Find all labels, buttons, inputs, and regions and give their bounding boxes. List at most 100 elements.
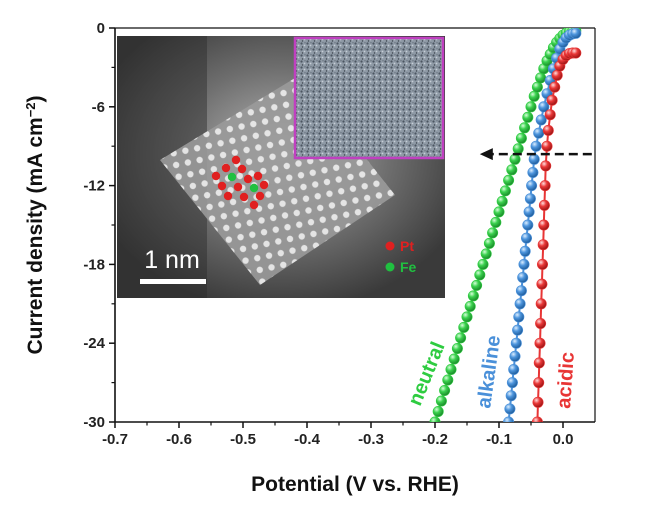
legend-fe-marker <box>385 262 395 272</box>
pt-atom <box>237 164 247 174</box>
y-tick-label: -6 <box>92 99 105 116</box>
x-tick-label: -0.7 <box>102 431 128 448</box>
x-axis-title: Potential (V vs. RHE) <box>251 473 459 496</box>
data-point-neutral <box>477 258 489 270</box>
series-label-acidic: acidic <box>553 351 579 409</box>
data-point-acidic <box>534 337 546 349</box>
data-point-alkaline <box>503 416 515 422</box>
pt-atom <box>255 191 265 201</box>
data-point-neutral <box>503 174 515 186</box>
data-point-acidic <box>570 47 582 59</box>
data-point-alkaline <box>509 350 521 362</box>
x-tick-label: -0.6 <box>166 431 192 448</box>
scale-bar <box>140 279 206 284</box>
data-point-acidic <box>532 396 544 408</box>
data-point-neutral <box>471 279 483 291</box>
data-point-alkaline <box>517 271 529 283</box>
pt-atom <box>221 163 231 173</box>
data-point-acidic <box>540 160 552 172</box>
pt-atom <box>211 171 221 181</box>
data-point-neutral <box>535 72 547 84</box>
pt-atom <box>253 171 263 181</box>
fe-atom <box>249 183 259 193</box>
pt-atom <box>233 182 243 192</box>
data-point-neutral <box>435 395 447 407</box>
y-tick-label: -12 <box>83 178 105 195</box>
data-point-alkaline <box>533 127 545 139</box>
pt-atom <box>243 174 253 184</box>
data-point-alkaline <box>513 311 525 323</box>
y-axis-title: Current density (mA cm−2) <box>23 95 47 354</box>
data-point-neutral <box>509 153 521 165</box>
data-point-acidic <box>533 377 545 389</box>
data-point-neutral <box>455 332 467 344</box>
x-tick-label: -0.1 <box>486 431 512 448</box>
legend-fe-label: Fe <box>400 259 417 275</box>
data-point-neutral <box>496 195 508 207</box>
data-point-neutral <box>493 206 505 218</box>
pt-atom <box>239 192 249 202</box>
data-point-alkaline <box>538 101 550 113</box>
pt-atom <box>231 155 241 165</box>
data-point-alkaline <box>570 28 582 39</box>
data-point-neutral <box>439 384 451 396</box>
tem-inset: 1 nm Pt Fe <box>117 36 445 298</box>
series-acidic <box>531 47 582 422</box>
pt-atom <box>217 181 227 191</box>
legend-pt-marker <box>385 241 395 251</box>
arrow-head <box>479 148 493 161</box>
data-point-acidic <box>531 416 543 422</box>
x-tick-label: -0.5 <box>230 431 256 448</box>
data-point-neutral <box>506 164 518 176</box>
data-point-acidic <box>535 317 547 329</box>
data-point-alkaline <box>519 245 531 257</box>
scale-bar-label: 1 nm <box>144 246 200 274</box>
fe-atom <box>227 172 237 182</box>
y-tick-label: -24 <box>83 335 105 352</box>
legend-pt-label: Pt <box>400 238 414 254</box>
data-point-acidic <box>551 69 563 81</box>
data-point-alkaline <box>510 337 522 349</box>
data-point-neutral <box>461 311 473 323</box>
data-point-acidic <box>533 357 545 369</box>
data-point-neutral <box>480 248 492 260</box>
data-point-acidic <box>549 81 561 93</box>
data-point-neutral <box>483 237 495 249</box>
data-point-alkaline <box>524 193 536 205</box>
data-point-neutral <box>487 227 499 239</box>
x-ticks: -0.7 -0.6 -0.5 -0.4 -0.3 -0.2 -0.1 0.0 <box>102 422 573 448</box>
x-tick-label: 0.0 <box>553 431 574 448</box>
data-point-neutral <box>458 321 470 333</box>
data-point-neutral <box>442 374 454 386</box>
y-tick-label: 0 <box>97 20 105 37</box>
data-point-neutral <box>515 132 527 144</box>
y-tick-label: -30 <box>83 414 105 431</box>
data-point-acidic <box>537 239 549 251</box>
data-point-neutral <box>525 101 537 113</box>
data-point-acidic <box>535 298 547 310</box>
sub-inset-image <box>295 38 443 158</box>
data-point-alkaline <box>523 206 535 218</box>
data-point-acidic <box>544 109 556 121</box>
sub-inset-border <box>293 36 445 160</box>
atom-cluster <box>211 155 269 210</box>
data-point-acidic <box>538 219 550 231</box>
data-point-acidic <box>546 94 558 106</box>
data-point-alkaline <box>527 167 539 179</box>
data-point-neutral <box>490 216 502 228</box>
data-point-alkaline <box>526 180 538 192</box>
data-point-alkaline <box>518 258 530 270</box>
x-tick-label: -0.4 <box>294 431 321 448</box>
data-point-alkaline <box>504 403 516 415</box>
data-point-acidic <box>536 278 548 290</box>
data-point-neutral <box>451 342 463 354</box>
data-point-alkaline <box>506 377 518 389</box>
pt-atom <box>259 180 269 190</box>
data-point-neutral <box>474 269 486 281</box>
data-point-acidic <box>541 140 553 152</box>
data-point-alkaline <box>530 140 542 152</box>
data-point-neutral <box>522 111 534 123</box>
y-ticks: 0 -6 -12 -18 -24 -30 <box>83 20 115 431</box>
data-point-neutral <box>512 143 524 155</box>
